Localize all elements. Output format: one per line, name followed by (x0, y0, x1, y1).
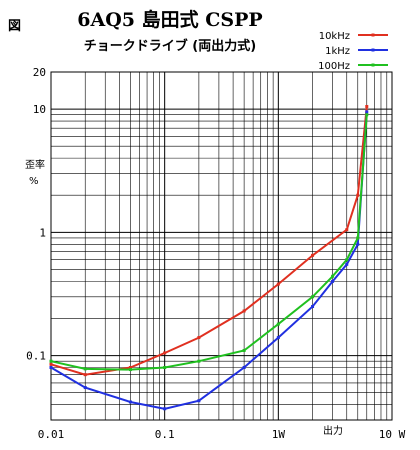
data-point (356, 242, 360, 246)
x-axis-label: 出力 (323, 424, 343, 437)
legend: 10kHz 1kHz 100Hz (318, 31, 388, 72)
data-point (49, 362, 53, 366)
data-point (276, 282, 280, 286)
data-point (365, 104, 369, 108)
data-point (83, 386, 87, 390)
tick-labels: 0.01 0.1 1W 10 W 0.1 1 10 20 (26, 66, 405, 441)
data-point (128, 366, 132, 370)
series-1kHz (49, 110, 369, 411)
data-point (345, 262, 349, 266)
data-point (311, 253, 315, 257)
data-point (311, 305, 315, 309)
data-point (276, 336, 280, 340)
y-tick-label: 20 (33, 66, 46, 79)
x-tick-label: 10 W (379, 428, 406, 441)
data-point (331, 279, 335, 283)
plot-frame (50, 71, 393, 421)
y-axis-label-line2: % (29, 176, 39, 187)
data-point (356, 193, 360, 197)
chart-subtitle: チョークドライブ (両出力式) (84, 38, 256, 54)
figure-label: 図 (8, 19, 21, 34)
data-point (49, 359, 53, 363)
y-axis-label-line1: 歪率 (25, 158, 45, 171)
series-line (50, 111, 368, 410)
data-point (242, 309, 246, 313)
data-point (49, 366, 53, 370)
y-tick-label: 1 (39, 226, 46, 239)
data-point (365, 110, 369, 114)
data-point (311, 295, 315, 299)
series-100Hz (49, 113, 369, 372)
data-point (242, 348, 246, 352)
y-tick-label: 0.1 (26, 350, 46, 363)
data-point (345, 258, 349, 262)
series-line (50, 114, 368, 371)
data-point (83, 373, 87, 377)
data-point (197, 336, 201, 340)
data-point (345, 228, 349, 232)
x-tick-label: 0.01 (38, 428, 65, 441)
legend-marker (371, 48, 375, 52)
legend-label: 10kHz (319, 31, 350, 42)
x-tick-label: 1W (272, 428, 286, 441)
legend-label: 100Hz (318, 61, 350, 72)
data-point (331, 274, 335, 278)
legend-marker (371, 33, 375, 37)
x-tick-label: 0.1 (155, 428, 175, 441)
chart-title: 6AQ5 島田式 CSPP (77, 8, 262, 31)
data-point (276, 322, 280, 326)
data-point (163, 366, 167, 370)
legend-marker (371, 63, 375, 67)
data-point (197, 399, 201, 403)
grid (50, 71, 392, 421)
legend-label: 1kHz (325, 46, 350, 57)
data-point (163, 407, 167, 411)
series-group (49, 104, 369, 411)
data-point (128, 400, 132, 404)
data-point (242, 366, 246, 370)
data-point (83, 367, 87, 371)
data-point (356, 236, 360, 240)
data-point (365, 113, 369, 117)
data-point (128, 368, 132, 372)
data-point (197, 359, 201, 363)
y-tick-label: 10 (33, 103, 46, 116)
data-point (163, 351, 167, 355)
